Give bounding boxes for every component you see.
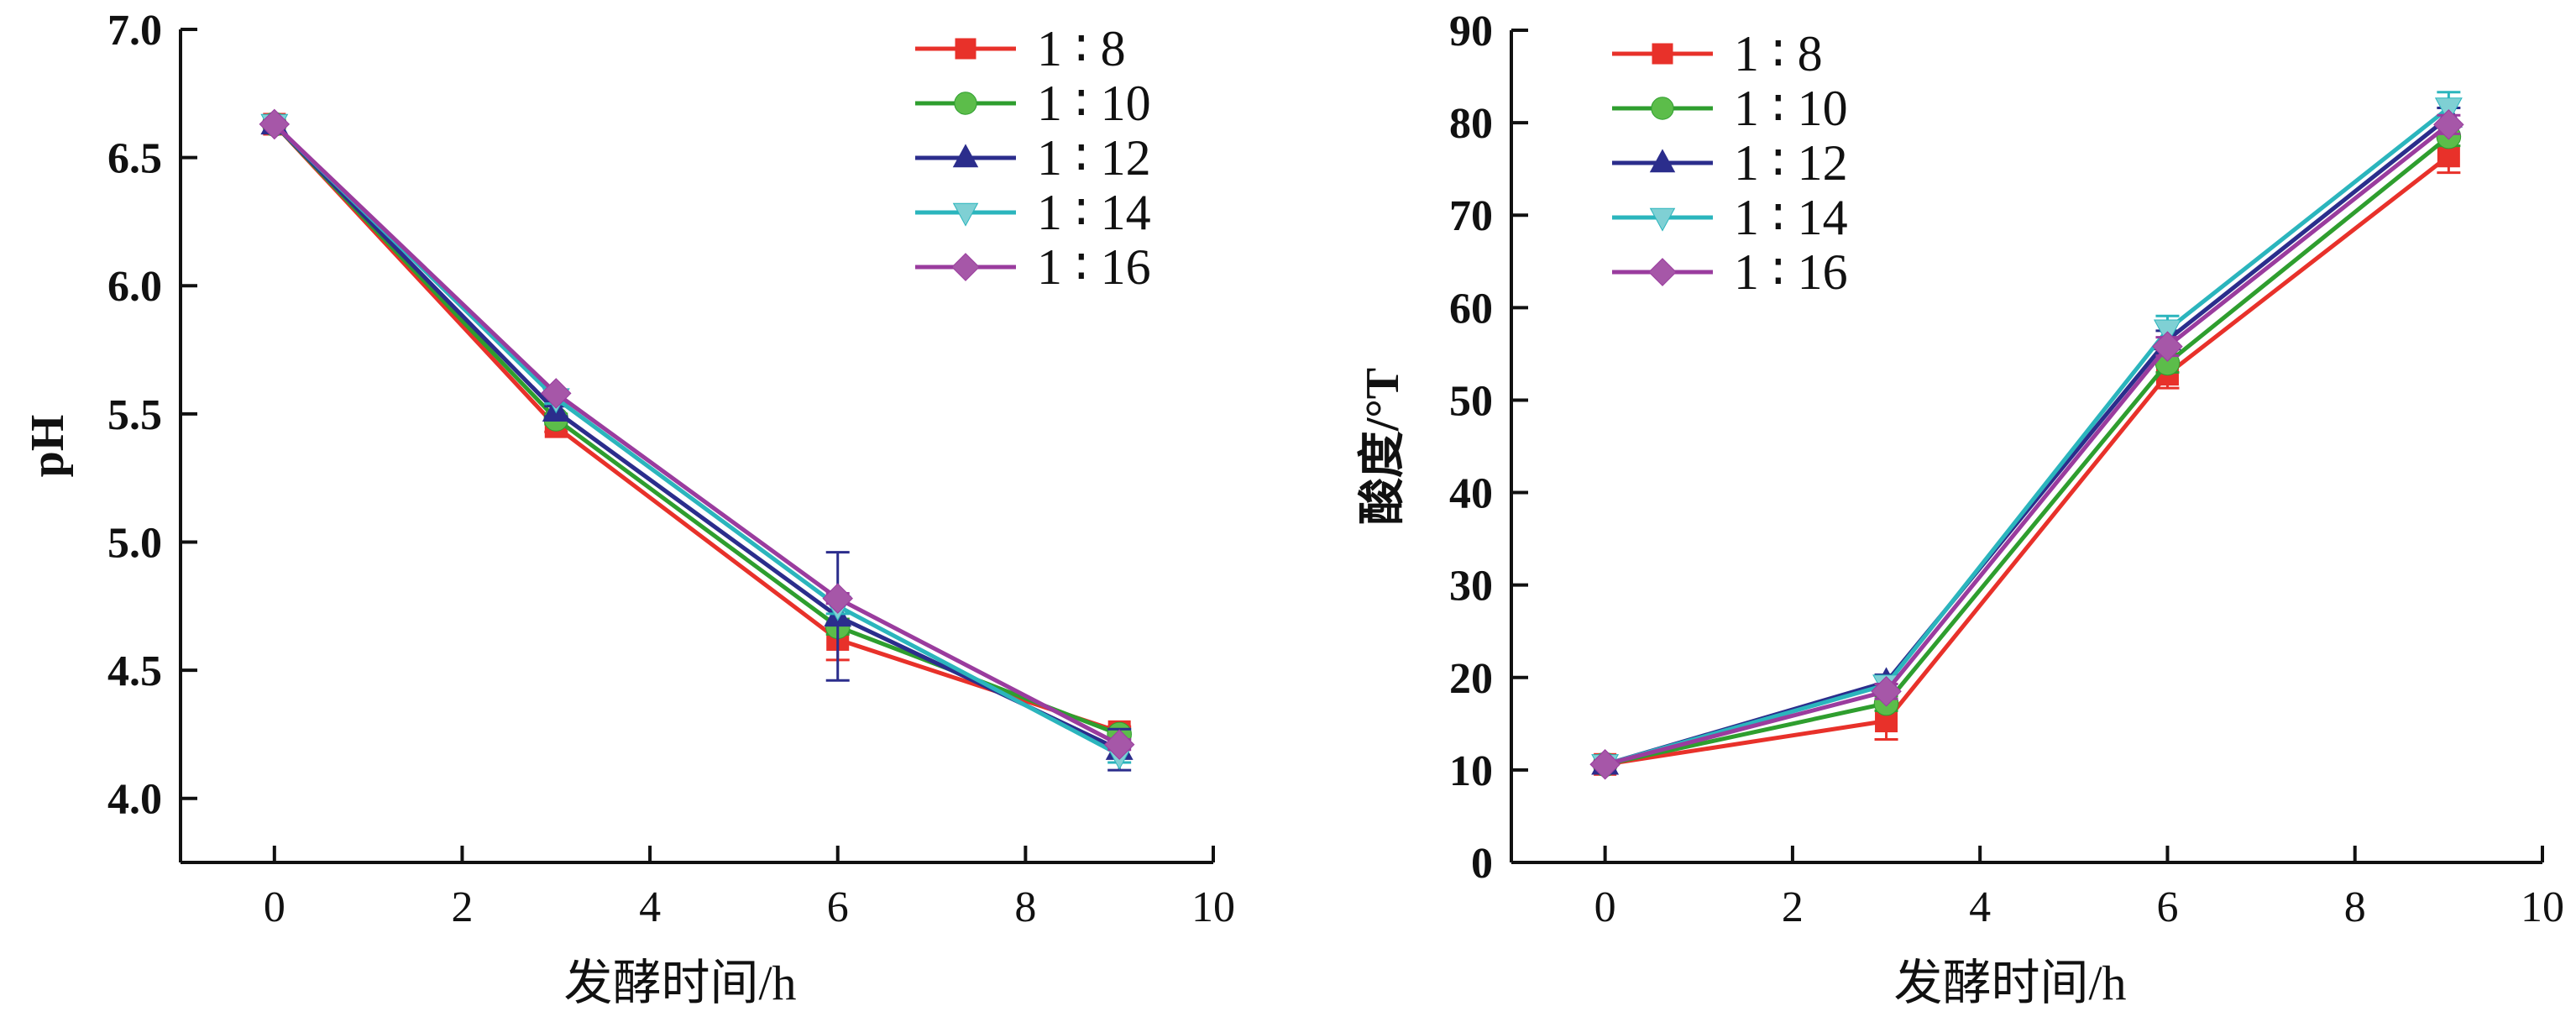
series-line	[1604, 115, 2450, 767]
x-tick-label: 4	[1969, 883, 1991, 931]
legend-item: 1 ∶ 14	[1612, 190, 1848, 245]
legend-marker	[1651, 97, 1674, 120]
data-point	[2433, 109, 2464, 140]
acidity-chart: 0 10 20 30 40 50 60 70 80 90 0 2 4 6 8 10 发酵时间/h 酸度/°T 1 ∶…	[1357, 8, 2564, 1010]
x-tick-label: 0	[1594, 883, 1616, 931]
legend-label: 1 ∶ 16	[1734, 244, 1848, 300]
legend: 1 ∶ 81 ∶ 101 ∶ 121 ∶ 141 ∶ 16	[915, 21, 1151, 295]
legend-item: 1 ∶ 10	[915, 76, 1151, 131]
x-tick-label: 4	[639, 883, 661, 931]
legend-item: 1 ∶ 8	[1612, 26, 1823, 81]
series-2	[1591, 102, 2463, 775]
legend-item: 1 ∶ 16	[1612, 244, 1848, 300]
x-axis-title: 发酵时间/h	[563, 956, 796, 1010]
y-tick-label: 6.5	[107, 135, 162, 183]
legend-item: 1 ∶ 14	[915, 185, 1151, 240]
series-line	[273, 123, 1121, 747]
legend-item: 1 ∶ 10	[1612, 81, 1848, 136]
y-tick-label: 90	[1449, 8, 1493, 55]
series-1	[262, 112, 1132, 747]
series-line	[272, 123, 1120, 734]
x-tick-label: 2	[451, 883, 473, 931]
x-tick-label: 2	[1782, 883, 1804, 931]
x-tick-label: 6	[2156, 883, 2178, 931]
x-tick-label: 8	[2344, 883, 2366, 931]
y-tick-label: 70	[1449, 192, 1493, 240]
series-line	[273, 123, 1121, 757]
legend-marker	[1652, 43, 1673, 65]
y-tick-label: 10	[1449, 747, 1493, 795]
y-tick-label: 50	[1449, 377, 1493, 425]
legend-marker	[951, 253, 980, 281]
data-point	[1589, 749, 1620, 780]
legend-marker	[1648, 258, 1677, 286]
y-tick-label: 4.0	[107, 776, 162, 824]
series-line	[1605, 134, 2450, 767]
y-tick-label: 7.0	[107, 7, 162, 55]
series-4	[259, 108, 1135, 760]
x-tick-label: 6	[827, 883, 849, 931]
legend-label: 1 ∶ 14	[1037, 185, 1151, 240]
series-3	[1591, 91, 2463, 780]
legend-marker	[1649, 149, 1676, 173]
legend-label: 1 ∶ 8	[1734, 26, 1823, 81]
legend-item: 1 ∶ 16	[915, 239, 1151, 295]
y-tick-label: 30	[1449, 563, 1493, 611]
data-point	[822, 583, 853, 614]
x-axis-title: 发酵时间/h	[1893, 956, 2126, 1010]
data-point	[2152, 331, 2183, 362]
series-1	[1592, 123, 2462, 778]
series-line	[273, 123, 1121, 736]
legend-item: 1 ∶ 8	[915, 21, 1126, 76]
y-tick-label: 5.5	[107, 391, 162, 439]
series-4	[1589, 109, 2464, 780]
legend-label: 1 ∶ 16	[1037, 239, 1151, 295]
y-tick-label: 80	[1449, 100, 1493, 148]
y-tick-label: 40	[1449, 470, 1493, 518]
series-2	[260, 108, 1134, 772]
y-tick-label: 20	[1449, 655, 1493, 703]
data-point	[259, 108, 291, 140]
y-tick-label: 60	[1449, 285, 1493, 333]
series-line	[1605, 154, 2450, 767]
data-point	[1103, 729, 1135, 760]
legend-marker	[1649, 207, 1676, 232]
y-tick-label: 0	[1471, 840, 1493, 888]
legend-label: 1 ∶ 12	[1734, 135, 1848, 191]
legend-marker	[954, 92, 977, 115]
legend-label: 1 ∶ 10	[1734, 81, 1848, 136]
legend-marker	[955, 38, 976, 60]
legend-label: 1 ∶ 12	[1037, 130, 1151, 186]
legend-marker	[952, 202, 979, 227]
x-tick-label: 8	[1014, 883, 1036, 931]
legend: 1 ∶ 81 ∶ 101 ∶ 121 ∶ 141 ∶ 16	[1612, 26, 1848, 300]
legend-item: 1 ∶ 12	[1612, 135, 1848, 191]
series-0	[262, 113, 1132, 743]
y-axis-title: pH	[22, 415, 74, 478]
y-tick-label: 4.5	[107, 647, 162, 695]
series-line	[273, 123, 1121, 752]
series-line	[1604, 106, 2450, 767]
legend-label: 1 ∶ 8	[1037, 21, 1126, 76]
series-0	[1593, 138, 2461, 776]
legend-label: 1 ∶ 10	[1037, 76, 1151, 131]
data-point	[541, 378, 572, 409]
y-axis-title: 酸度/°T	[1357, 368, 1409, 525]
legend-marker	[952, 144, 979, 168]
data-point	[1871, 676, 1902, 707]
x-tick-label: 10	[2521, 883, 2564, 931]
x-tick-label: 0	[264, 883, 285, 931]
series-line	[1605, 123, 2450, 767]
legend-label: 1 ∶ 14	[1734, 190, 1848, 245]
y-tick-label: 6.0	[107, 263, 162, 311]
x-tick-label: 10	[1191, 883, 1235, 931]
legend-item: 1 ∶ 12	[915, 130, 1151, 186]
y-tick-label: 5.0	[107, 519, 162, 567]
ph-chart: 4.0 4.5 5.0 5.5 6.0 6.5 7.0 0 2 4 6 8 10 发酵时间/h pH 1 ∶ …	[22, 7, 1235, 1010]
